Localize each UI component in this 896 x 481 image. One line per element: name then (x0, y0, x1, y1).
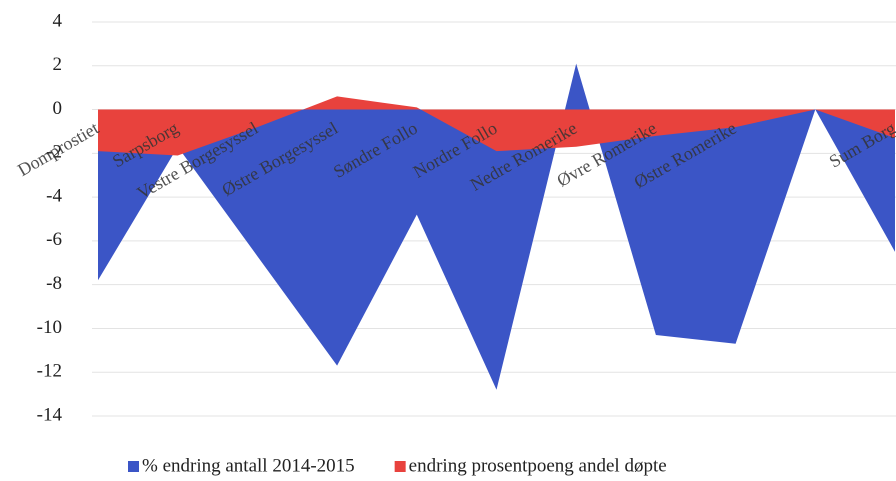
area (98, 63, 895, 390)
legend-label: endring prosentpoeng andel døpte (409, 455, 667, 476)
y-tick-label: -2 (46, 142, 62, 163)
legend-label: % endring antall 2014-2015 (142, 455, 355, 476)
y-tick-label: -14 (37, 404, 63, 425)
y-tick-label: 2 (53, 54, 63, 75)
y-tick-label: -4 (46, 185, 62, 206)
legend-swatch (128, 461, 139, 472)
y-tick-label: -12 (37, 361, 62, 382)
y-tick-label: 0 (53, 98, 63, 119)
x-tick-label: Domprostiet (14, 118, 102, 180)
y-tick-label: 4 (53, 10, 63, 31)
y-tick-label: -8 (46, 273, 62, 294)
y-tick-label: -10 (37, 317, 62, 338)
legend-swatch (394, 461, 406, 472)
area (98, 96, 895, 156)
y-tick-label: -6 (46, 229, 62, 250)
